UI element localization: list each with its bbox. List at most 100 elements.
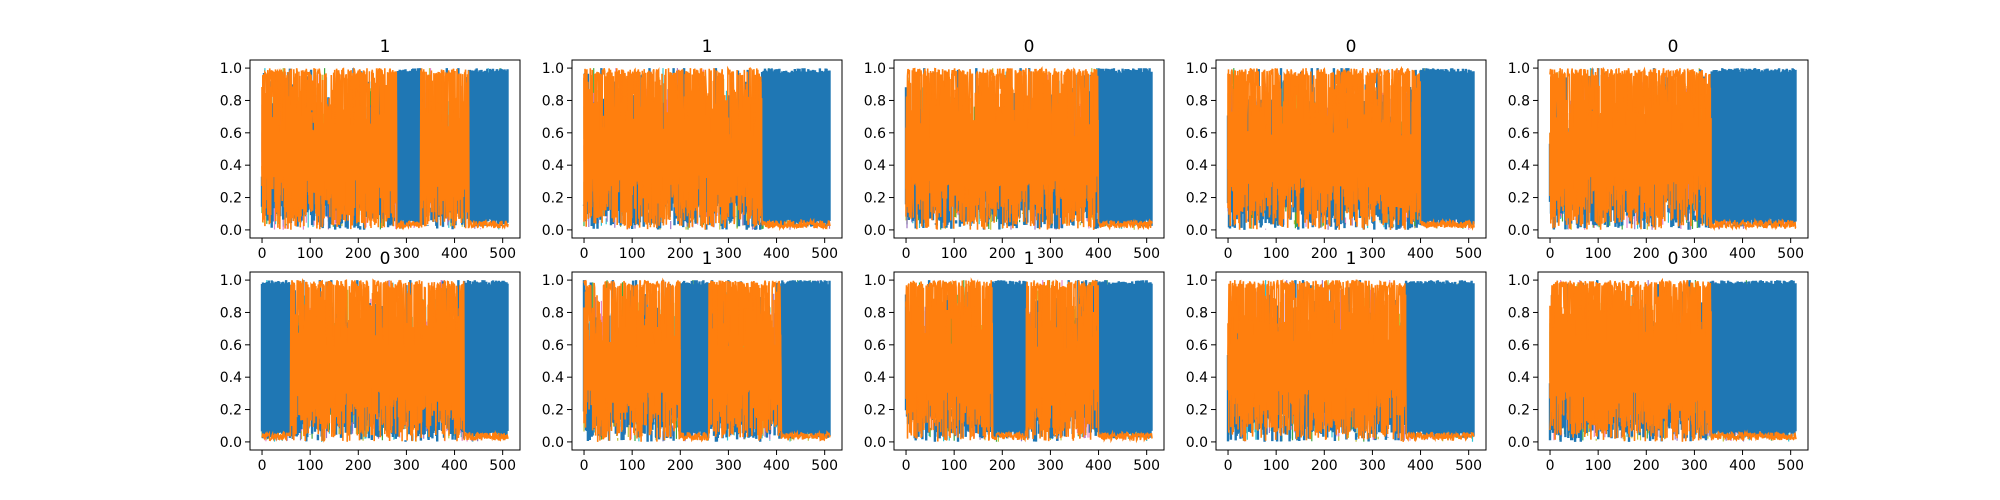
y-tick-label: 1.0 (542, 273, 564, 289)
orange-dense-segment-1 (583, 68, 763, 230)
x-tick-label: 400 (1085, 246, 1112, 262)
y-tick-label: 0.2 (542, 191, 564, 207)
x-tick-label: 500 (1455, 246, 1482, 262)
y-tick-label: 0.8 (220, 305, 242, 321)
x-tick-label: 0 (580, 246, 589, 262)
axes-frame (571, 271, 843, 451)
subplot-title: 1 (1346, 249, 1357, 269)
x-tick-label: 300 (1037, 246, 1064, 262)
y-tick-label: 0.0 (220, 435, 242, 451)
y-tick-label: 0.2 (220, 191, 242, 207)
x-tick-label: 100 (619, 458, 646, 474)
x-tick-label: 300 (1359, 458, 1386, 474)
y-tick-label: 0.0 (864, 223, 886, 239)
y-tick-label: 0.2 (1508, 191, 1530, 207)
x-tick-label: 400 (763, 246, 790, 262)
plot-area (1548, 277, 1797, 442)
y-tick-label: 0.4 (542, 370, 564, 386)
plot-area (1548, 66, 1797, 231)
x-tick-label: 300 (1681, 246, 1708, 262)
x-tick-label: 500 (1455, 458, 1482, 474)
x-tick-label: 400 (1085, 458, 1112, 474)
y-tick-label: 0.0 (1508, 223, 1530, 239)
y-tick-label: 0.0 (864, 435, 886, 451)
y-tick-label: 0.6 (220, 338, 242, 354)
y-tick-label: 0.4 (1508, 158, 1530, 174)
y-tick-label: 0.6 (220, 126, 242, 142)
orange-dense-segment-1 (1549, 281, 1712, 442)
subplot-title: 1 (380, 37, 391, 57)
orange-dense-segment-2 (290, 280, 465, 442)
axes-frame (249, 271, 521, 451)
y-tick-label: 0.2 (542, 403, 564, 419)
y-tick-label: 0.4 (864, 370, 886, 386)
x-tick-label: 100 (1263, 246, 1290, 262)
plot-area (1226, 65, 1475, 231)
x-tick-label: 500 (1777, 458, 1804, 474)
y-tick-label: 1.0 (1186, 61, 1208, 77)
plot-area (582, 277, 831, 443)
x-tick-label: 0 (580, 458, 589, 474)
subplot-4: 0 100 200 300 400 500 0.0 0.2 0.4 0.6 0.8 1.0 0 (1186, 37, 1487, 262)
orange-dense-segment-1 (261, 69, 398, 230)
y-tick-label: 1.0 (542, 61, 564, 77)
x-tick-label: 100 (619, 246, 646, 262)
subplot-title: 0 (1668, 37, 1679, 57)
x-tick-label: 500 (1133, 458, 1160, 474)
orange-dense-segment-1 (1227, 68, 1421, 230)
y-tick-label: 0.8 (220, 93, 242, 109)
orange-dense-segment-3 (420, 68, 470, 229)
x-tick-label: 0 (258, 246, 267, 262)
x-tick-label: 200 (1311, 458, 1338, 474)
x-tick-label: 0 (1224, 458, 1233, 474)
plot-area (260, 67, 509, 231)
y-tick-label: 0.4 (1186, 158, 1208, 174)
axes-frame (893, 271, 1165, 451)
y-tick-label: 1.0 (864, 61, 886, 77)
y-tick-label: 0.0 (1186, 223, 1208, 239)
y-tick-label: 0.4 (220, 370, 242, 386)
x-tick-label: 200 (667, 458, 694, 474)
x-tick-label: 100 (1585, 458, 1612, 474)
x-tick-label: 100 (1585, 246, 1612, 262)
axes-frame (249, 59, 521, 239)
y-tick-label: 0.0 (542, 435, 564, 451)
y-tick-label: 0.8 (542, 305, 564, 321)
y-tick-label: 0.0 (1186, 435, 1208, 451)
subplot-5: 0 100 200 300 400 500 0.0 0.2 0.4 0.6 0.8 1.0 0 (1508, 37, 1809, 262)
x-tick-label: 300 (715, 458, 742, 474)
orange-dense-segment-1 (905, 68, 1099, 230)
x-tick-label: 400 (1407, 246, 1434, 262)
y-tick-label: 0.8 (1508, 305, 1530, 321)
y-tick-label: 1.0 (220, 61, 242, 77)
x-tick-label: 0 (258, 458, 267, 474)
x-tick-label: 300 (1681, 458, 1708, 474)
y-tick-label: 1.0 (864, 273, 886, 289)
subplot-6: 0 100 200 300 400 500 0.0 0.2 0.4 0.6 0.8 1.0 0 (220, 249, 521, 474)
axes-frame (1537, 59, 1809, 239)
x-tick-label: 500 (1133, 246, 1160, 262)
y-tick-label: 0.4 (864, 158, 886, 174)
x-tick-label: 500 (811, 458, 838, 474)
plot-area (260, 278, 509, 443)
y-tick-label: 0.2 (1508, 403, 1530, 419)
subplot-title: 0 (1024, 37, 1035, 57)
subplot-9: 0 100 200 300 400 500 0.0 0.2 0.4 0.6 0.8 1.0 1 (1186, 249, 1487, 474)
y-tick-label: 0.2 (864, 403, 886, 419)
x-tick-label: 0 (902, 246, 911, 262)
axes-frame (1215, 271, 1487, 451)
orange-dense-segment-1 (583, 280, 681, 442)
x-tick-label: 200 (989, 246, 1016, 262)
y-tick-label: 0.0 (1508, 435, 1530, 451)
x-tick-label: 400 (1407, 458, 1434, 474)
x-tick-label: 0 (1224, 246, 1233, 262)
subplot-title: 0 (1346, 37, 1357, 57)
y-tick-label: 1.0 (1508, 61, 1530, 77)
y-tick-label: 0.6 (1186, 338, 1208, 354)
axes-frame (571, 59, 843, 239)
orange-dense-segment-1 (1227, 280, 1407, 442)
y-tick-label: 0.8 (864, 93, 886, 109)
y-tick-label: 1.0 (1508, 273, 1530, 289)
axes-frame (1215, 59, 1487, 239)
